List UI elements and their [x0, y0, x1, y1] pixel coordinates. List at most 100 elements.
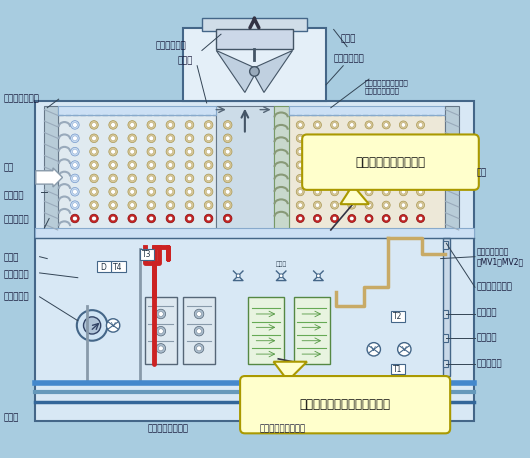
Circle shape [149, 176, 154, 181]
Circle shape [168, 176, 173, 181]
Circle shape [92, 149, 96, 154]
Circle shape [332, 123, 337, 127]
Circle shape [130, 176, 135, 181]
Circle shape [367, 149, 371, 154]
Bar [443, 310, 448, 318]
FancyArrow shape [36, 168, 63, 187]
Circle shape [365, 161, 373, 169]
Circle shape [350, 176, 354, 180]
Circle shape [92, 216, 96, 221]
Circle shape [73, 136, 77, 141]
Circle shape [350, 216, 354, 221]
Circle shape [70, 187, 79, 196]
Circle shape [73, 123, 77, 127]
Circle shape [90, 161, 98, 169]
Text: ルーバー: ルーバー [3, 192, 24, 201]
Circle shape [313, 147, 322, 156]
Bar [294, 297, 330, 364]
Bar [58, 115, 216, 235]
Circle shape [204, 134, 213, 142]
Circle shape [195, 327, 204, 336]
Bar [111, 262, 126, 272]
Circle shape [332, 136, 337, 141]
Circle shape [92, 203, 96, 207]
Circle shape [350, 149, 354, 154]
Bar [443, 238, 450, 376]
Circle shape [400, 134, 408, 142]
Bar [273, 106, 289, 235]
Text: 高効率な蒸発式凝縮器: 高効率な蒸発式凝縮器 [356, 156, 426, 169]
Circle shape [384, 136, 388, 141]
Circle shape [225, 123, 230, 127]
Circle shape [187, 149, 192, 154]
Polygon shape [340, 185, 369, 204]
Circle shape [130, 203, 135, 207]
Circle shape [384, 190, 388, 194]
Circle shape [298, 190, 303, 194]
Circle shape [225, 190, 230, 194]
Circle shape [401, 176, 405, 180]
Circle shape [92, 136, 96, 141]
Circle shape [296, 121, 304, 129]
Circle shape [418, 136, 423, 141]
Circle shape [73, 216, 77, 221]
Circle shape [348, 214, 356, 223]
Text: 密閉蒸発式冷却コイル
（渦巻き多管式）: 密閉蒸発式冷却コイル （渦巻き多管式） [364, 79, 408, 94]
Text: 制御盤: 制御盤 [3, 413, 19, 422]
Circle shape [90, 214, 98, 223]
Text: 排水接続口: 排水接続口 [477, 359, 502, 368]
Circle shape [109, 161, 118, 169]
Circle shape [298, 136, 303, 141]
Circle shape [400, 121, 408, 129]
Circle shape [298, 149, 303, 154]
Bar [45, 106, 58, 235]
Circle shape [149, 203, 154, 207]
Circle shape [223, 147, 232, 156]
Circle shape [90, 120, 98, 129]
Circle shape [417, 188, 425, 196]
Circle shape [296, 174, 304, 182]
Circle shape [206, 190, 211, 194]
Circle shape [298, 203, 303, 207]
Circle shape [195, 309, 204, 319]
Circle shape [168, 203, 173, 207]
Circle shape [197, 346, 201, 351]
Circle shape [147, 174, 156, 183]
Circle shape [185, 134, 194, 142]
Circle shape [401, 149, 405, 154]
Circle shape [400, 188, 408, 196]
Circle shape [109, 174, 118, 183]
Circle shape [382, 174, 390, 182]
Circle shape [70, 147, 79, 156]
Text: V: V [111, 322, 116, 328]
Circle shape [130, 190, 135, 194]
Circle shape [382, 147, 390, 156]
Circle shape [298, 163, 303, 167]
Circle shape [250, 67, 259, 76]
Circle shape [204, 187, 213, 196]
Circle shape [296, 188, 304, 196]
Circle shape [111, 149, 116, 154]
Circle shape [417, 214, 425, 223]
Circle shape [350, 123, 354, 127]
Circle shape [348, 174, 356, 182]
Circle shape [166, 187, 175, 196]
Circle shape [90, 187, 98, 196]
Circle shape [158, 311, 163, 316]
Circle shape [332, 203, 337, 207]
Circle shape [73, 190, 77, 194]
Circle shape [365, 214, 373, 223]
Bar [216, 29, 293, 49]
Bar [58, 106, 216, 115]
Circle shape [382, 134, 390, 142]
Circle shape [367, 123, 371, 127]
Circle shape [156, 309, 165, 319]
Circle shape [384, 176, 388, 180]
Bar [145, 297, 177, 364]
Circle shape [315, 123, 320, 127]
Circle shape [147, 161, 156, 169]
Circle shape [225, 149, 230, 154]
Circle shape [223, 201, 232, 209]
Circle shape [130, 163, 135, 167]
Circle shape [204, 161, 213, 169]
